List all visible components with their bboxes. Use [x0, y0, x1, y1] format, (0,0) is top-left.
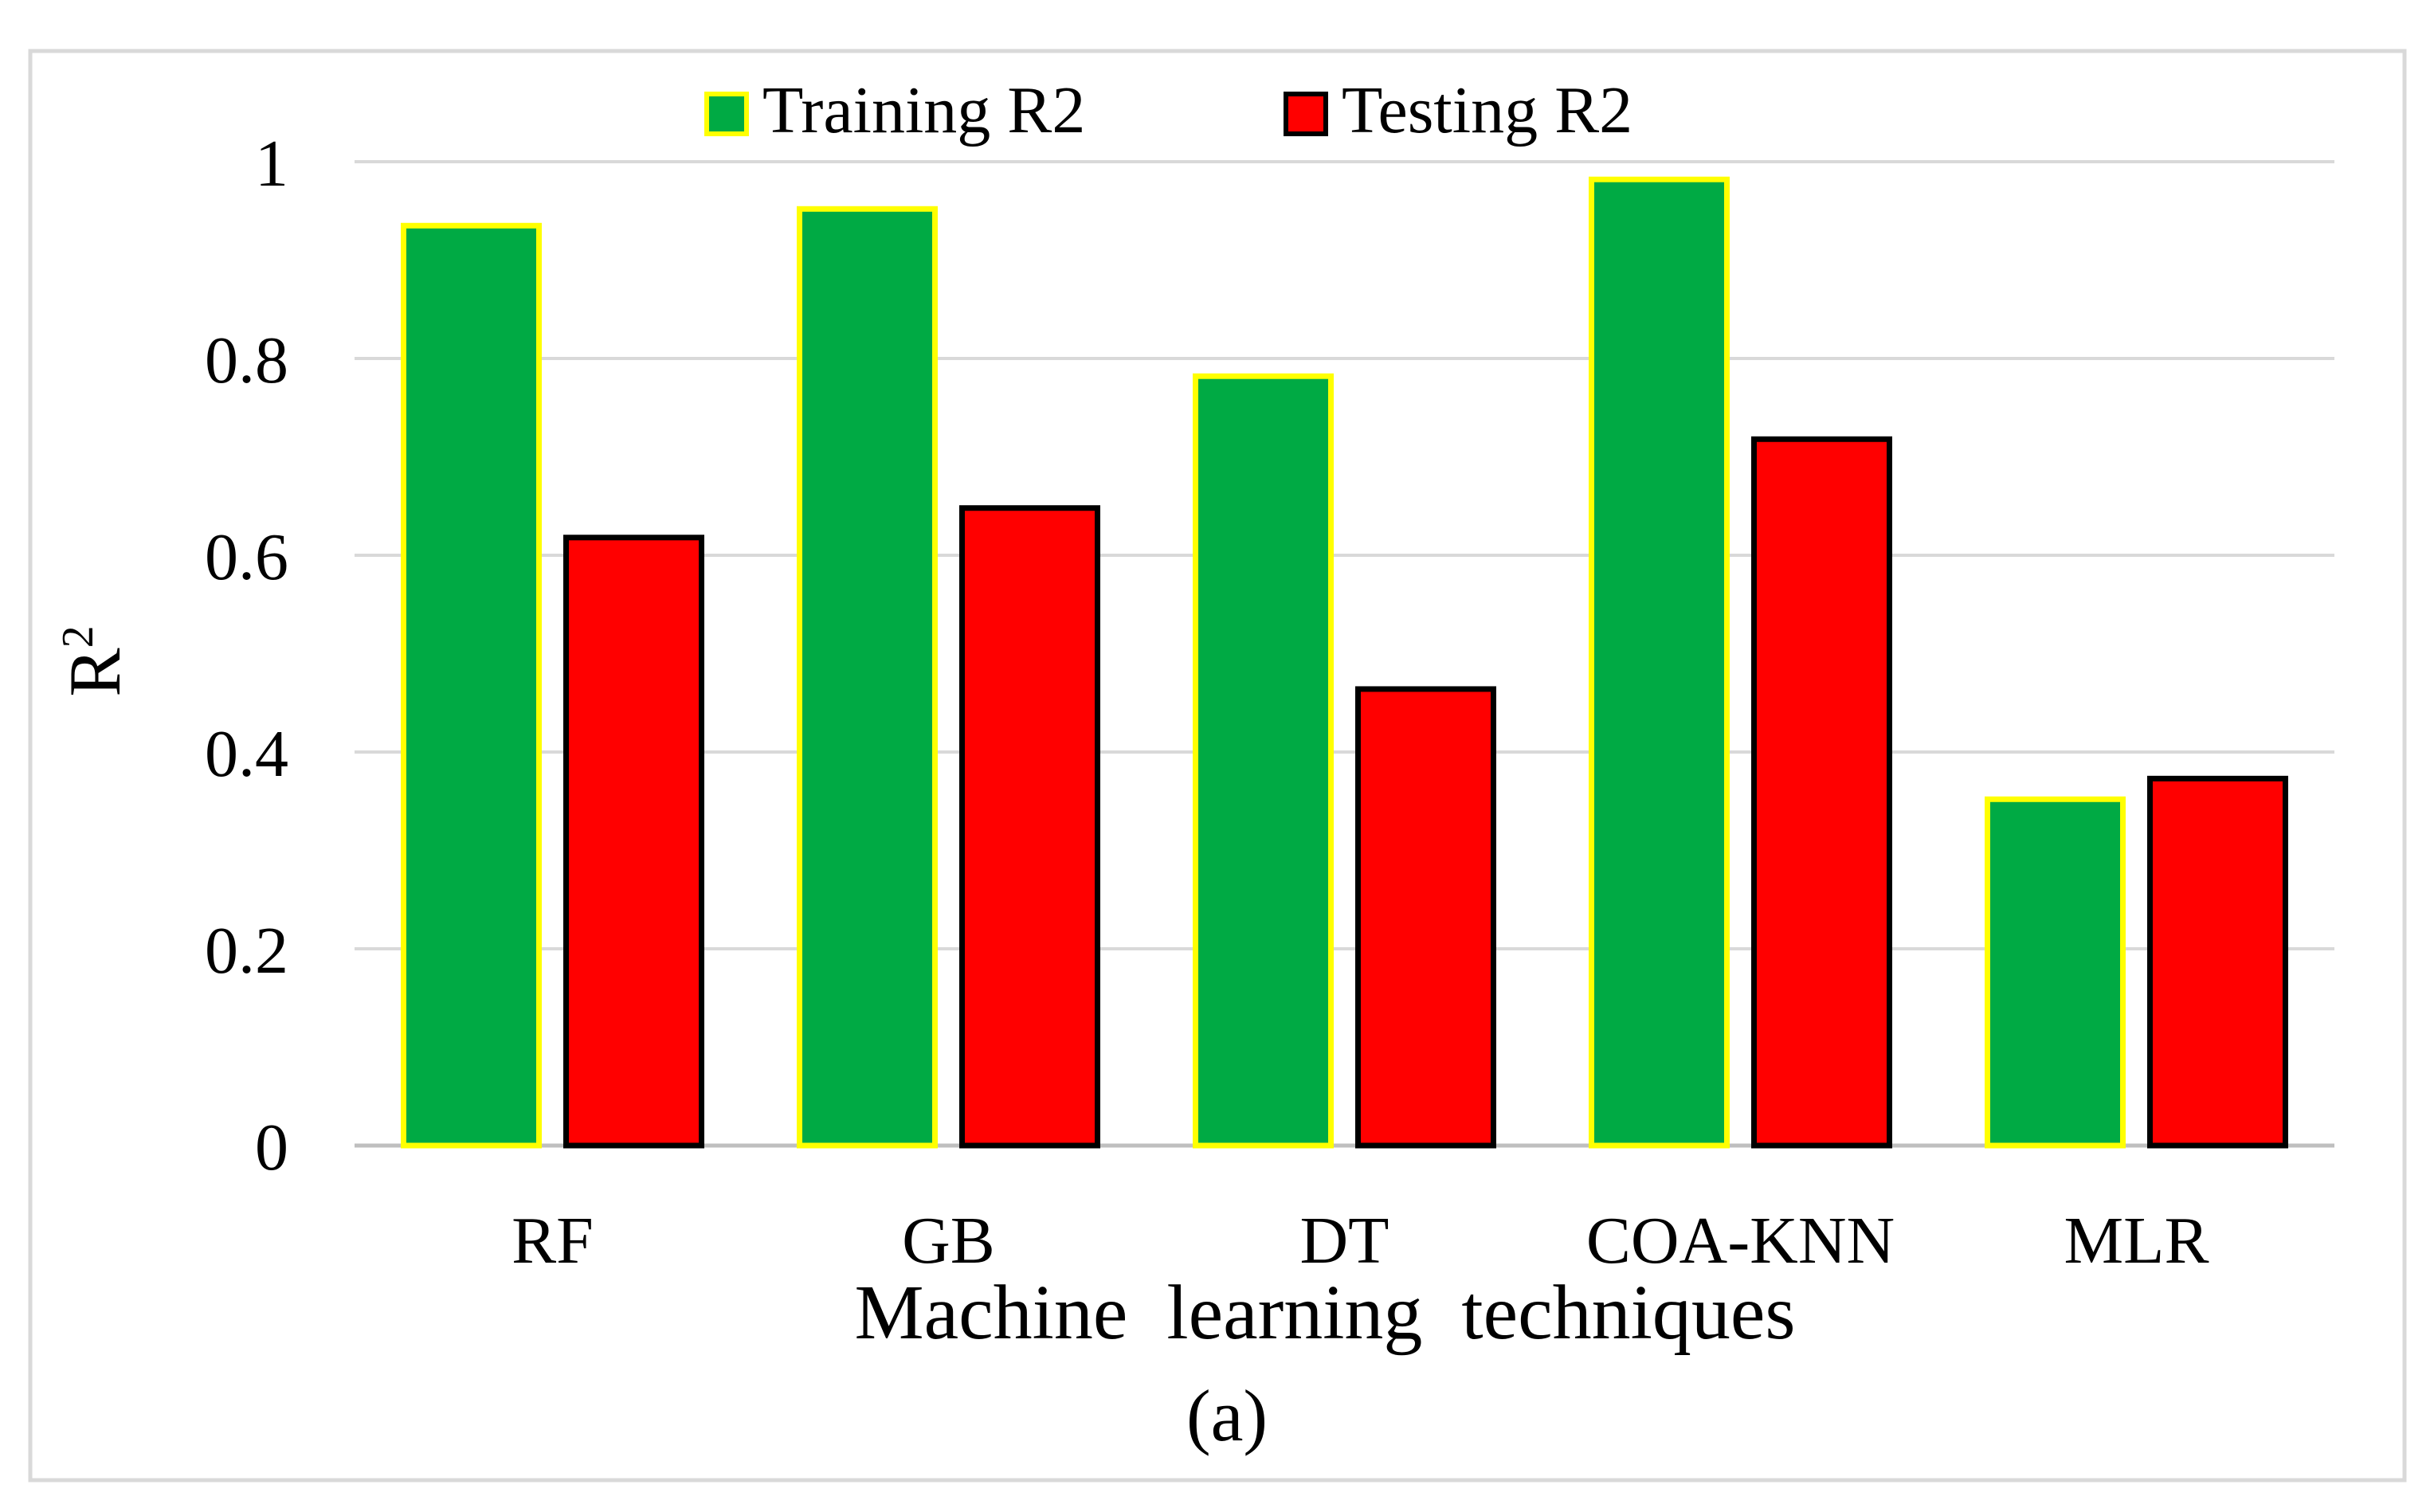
- y-tick-label: 1: [255, 127, 288, 201]
- bar-training-gb: [797, 206, 938, 1149]
- y-tick-label: 0.6: [205, 520, 288, 594]
- y-axis-title-superscript: 2: [53, 625, 103, 648]
- figure-caption: (a): [1186, 1375, 1268, 1456]
- y-axis-tick-labels: 0 0.2 0.4 0.6 0.8 1: [205, 127, 288, 1185]
- y-tick-label: 0.4: [205, 717, 288, 791]
- y-axis-title-base: R: [54, 648, 135, 697]
- x-tick-label: MLR: [2064, 1204, 2209, 1278]
- x-axis-tick-labels: RF GB DT COA-KNN MLR: [511, 1204, 2209, 1278]
- legend-label-training: Training R2: [762, 73, 1085, 147]
- y-tick-label: 0.2: [205, 914, 288, 988]
- x-tick-label: GB: [902, 1204, 995, 1278]
- bar-training-rf: [401, 222, 542, 1149]
- legend-swatch-training: [704, 92, 749, 136]
- x-axis-title: Machine learning techniques: [854, 1270, 1795, 1356]
- bar-training-dt: [1193, 373, 1334, 1149]
- y-tick-label: 0: [255, 1110, 288, 1185]
- bars: [401, 176, 2288, 1149]
- x-tick-label: COA-KNN: [1586, 1204, 1895, 1278]
- bar-testing-mlr: [2147, 775, 2288, 1149]
- y-tick-label: 0.8: [205, 323, 288, 398]
- bar-testing-dt: [1355, 686, 1496, 1149]
- legend-swatch-testing: [1284, 92, 1328, 136]
- legend-label-testing: Testing R2: [1342, 73, 1632, 147]
- bar-testing-rf: [563, 535, 704, 1149]
- legend: Training R2 Testing R2: [704, 73, 1632, 147]
- bar-training-coa-knn: [1589, 176, 1730, 1149]
- bar-testing-gb: [959, 505, 1100, 1149]
- bar-testing-coa-knn: [1751, 436, 1892, 1149]
- x-tick-label: DT: [1300, 1204, 1389, 1278]
- y-axis-title: R2: [53, 625, 135, 696]
- x-tick-label: RF: [511, 1204, 594, 1278]
- bar-training-mlr: [1985, 796, 2126, 1149]
